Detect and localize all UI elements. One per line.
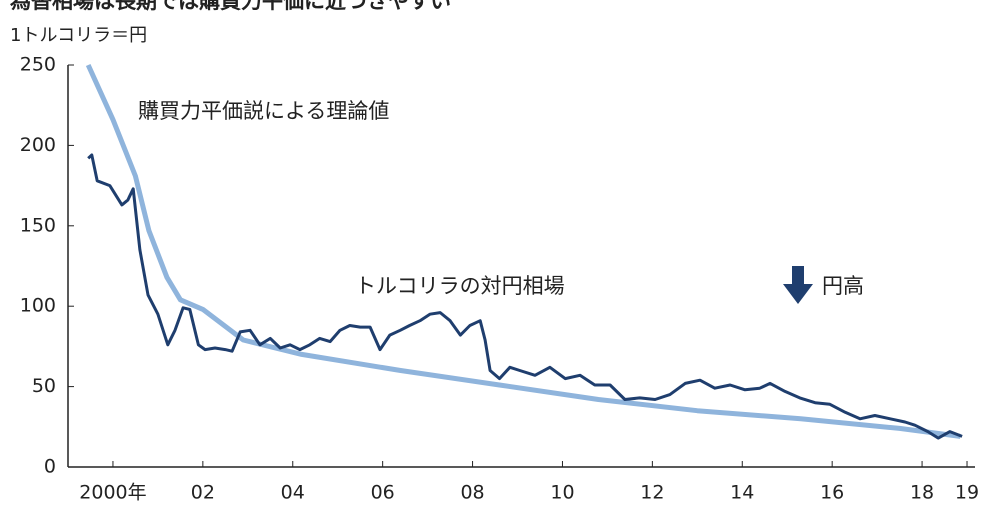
x-tick-label: 19 bbox=[955, 482, 979, 504]
x-tick-label: 18 bbox=[910, 482, 934, 504]
series-label: 購買力平価説による理論値 bbox=[138, 99, 389, 123]
series-label: トルコリラの対円相場 bbox=[355, 274, 565, 298]
series-line bbox=[85, 63, 961, 439]
y-tick-label: 150 bbox=[20, 214, 56, 236]
series-line bbox=[87, 153, 963, 440]
x-tick-label: 14 bbox=[730, 482, 754, 504]
x-tick-label: 02 bbox=[191, 482, 215, 504]
x-tick-label: 06 bbox=[371, 482, 395, 504]
y-tick-label: 100 bbox=[20, 295, 56, 317]
x-tick-label: 10 bbox=[550, 482, 574, 504]
x-tick-label: 2000年 bbox=[79, 482, 146, 504]
x-tick-label: 16 bbox=[820, 482, 844, 504]
annotation: 円高 bbox=[822, 274, 864, 298]
chart-title: 為替相場は長期では購買力平価に近づきやすい bbox=[10, 0, 451, 13]
x-tick-label: 12 bbox=[640, 482, 664, 504]
x-tick-label: 08 bbox=[460, 482, 484, 504]
y-tick-label: 50 bbox=[32, 375, 56, 397]
x-tick-label: 04 bbox=[281, 482, 305, 504]
y-tick-label: 200 bbox=[20, 134, 56, 156]
arrow-icon bbox=[783, 266, 813, 304]
y-tick-label: 250 bbox=[20, 54, 56, 76]
y-axis-label: 1トルコリラ＝円 bbox=[10, 25, 147, 46]
y-tick-label: 0 bbox=[44, 456, 56, 478]
